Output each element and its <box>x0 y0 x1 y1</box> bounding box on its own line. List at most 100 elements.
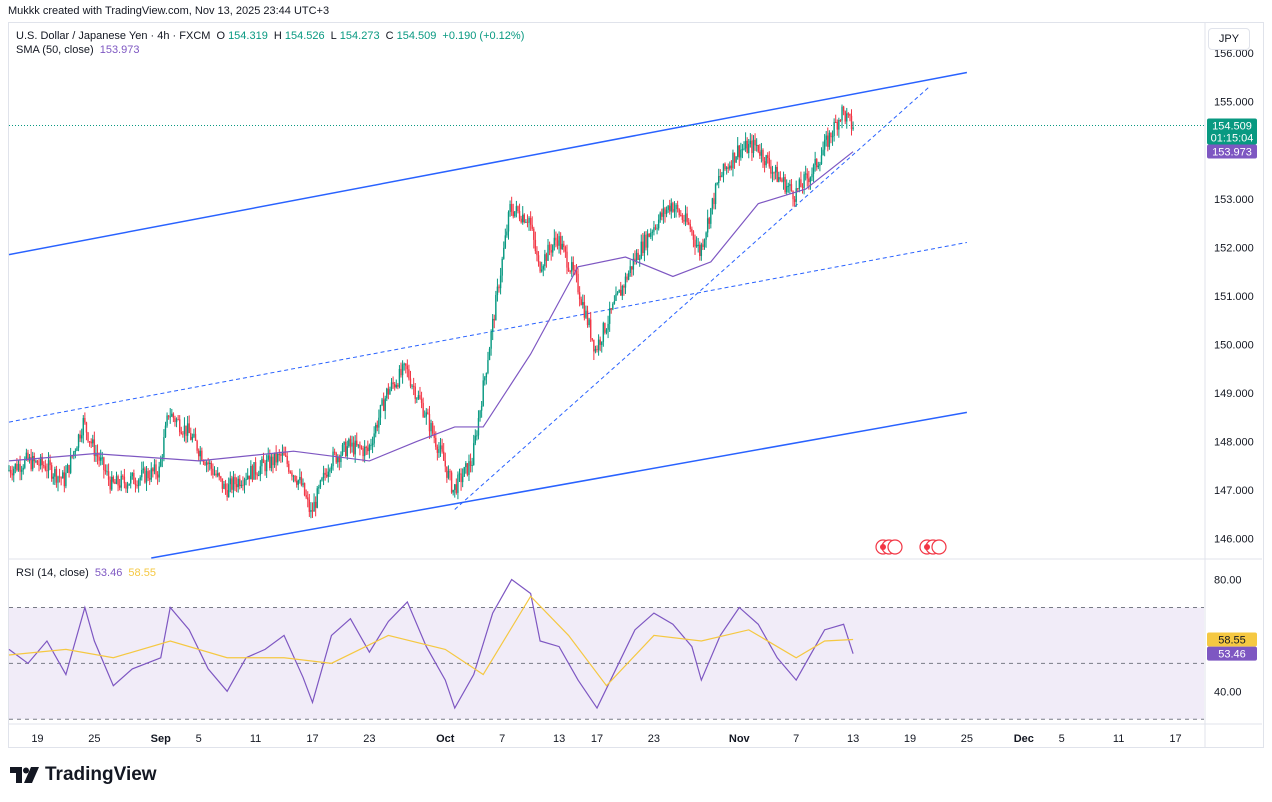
candle-body <box>705 232 707 240</box>
candle-body <box>694 239 696 247</box>
candle-body <box>218 473 220 477</box>
candle-body <box>351 442 353 447</box>
candle-body <box>25 452 28 459</box>
candle-body <box>545 254 548 261</box>
candle-body <box>210 462 213 469</box>
dashed-trendline <box>8 241 967 423</box>
candle-body <box>675 204 677 210</box>
candle-body <box>607 323 609 330</box>
candle-body <box>793 199 796 202</box>
candle-body <box>393 384 396 388</box>
channel-trendline <box>151 411 968 559</box>
candle-body <box>243 479 246 486</box>
candle-body <box>166 415 168 426</box>
candle-body <box>749 140 752 145</box>
candle-body <box>667 205 669 210</box>
candles[interactable] <box>8 104 854 519</box>
candle-body <box>816 158 818 168</box>
us-flag-event-icon[interactable] <box>887 539 903 555</box>
candle-body <box>487 360 489 373</box>
candle-body <box>16 463 18 471</box>
currency-selector[interactable]: JPY <box>1208 28 1250 50</box>
chart-credit: Mukkk created with TradingView.com, Nov … <box>8 5 330 17</box>
candle-body <box>74 450 77 452</box>
trendlines[interactable] <box>8 71 1204 559</box>
time-tick-label: Nov <box>729 733 751 745</box>
candle-body <box>141 469 143 478</box>
candle-body <box>499 275 502 289</box>
candle-body <box>687 222 690 225</box>
rsi-legend[interactable]: RSI (14, close) 53.46 58.55 <box>16 567 159 579</box>
candle-body <box>44 466 47 471</box>
candle-body <box>349 439 352 447</box>
candle-body <box>237 478 239 488</box>
candle-body <box>735 156 737 163</box>
candle-body <box>216 473 219 476</box>
candle-body <box>79 434 81 439</box>
candle-body <box>637 252 639 260</box>
candle-body <box>763 161 766 166</box>
candle-body <box>850 115 853 130</box>
candle-body <box>695 244 698 247</box>
candle-body <box>167 415 170 417</box>
candle-body <box>115 476 118 484</box>
open-label: O <box>216 30 226 42</box>
candle-body <box>419 395 421 400</box>
candle-body <box>740 149 742 158</box>
candle-body <box>133 472 135 484</box>
chart-frame <box>8 22 1264 748</box>
candle-body <box>806 173 808 179</box>
candle-body <box>54 469 56 477</box>
candle-body <box>376 424 379 428</box>
candle-body <box>251 465 254 480</box>
candle-body <box>469 461 472 466</box>
candle-body <box>417 395 420 399</box>
candle-body <box>280 454 282 456</box>
candle-body <box>93 439 96 457</box>
tradingview-logo[interactable]: TradingView <box>10 764 157 786</box>
sma-legend[interactable]: SMA (50, close) 153.973 <box>16 44 142 56</box>
time-tick-label: 17 <box>306 733 318 745</box>
candle-body <box>27 452 29 461</box>
jp-flag-event-icon[interactable] <box>931 539 947 555</box>
candle-body <box>188 423 190 434</box>
candle-body <box>365 446 367 448</box>
candle-body <box>564 247 567 252</box>
candle-body <box>398 368 401 387</box>
candle-body <box>433 433 435 438</box>
candle-body <box>330 466 333 470</box>
candle-body <box>248 475 250 480</box>
candle-body <box>223 483 225 489</box>
candle-body <box>732 152 734 169</box>
candle-body <box>158 466 160 478</box>
symbol-legend[interactable]: U.S. Dollar / Japanese Yen · 4h · FXCM O… <box>16 30 527 42</box>
dashed-trendline <box>454 86 930 510</box>
candle-body <box>329 469 331 472</box>
candle-body <box>748 144 750 154</box>
candle-body <box>125 483 127 489</box>
event-icons[interactable] <box>875 539 947 555</box>
candle-body <box>790 184 793 191</box>
price-tick-label: 148.000 <box>1214 436 1254 448</box>
candle-body <box>224 483 227 491</box>
candle-body <box>539 262 541 272</box>
candle-body <box>73 451 75 457</box>
candle-body <box>442 451 445 461</box>
close-label: C <box>385 30 394 42</box>
candle-body <box>596 348 598 350</box>
candle-body <box>327 471 329 477</box>
candle-body <box>781 179 783 182</box>
candle-body <box>523 214 526 223</box>
time-tick-label: 5 <box>1059 733 1065 745</box>
candle-body <box>651 231 654 233</box>
candle-body <box>273 452 276 466</box>
candle-body <box>84 418 86 423</box>
candle-body <box>760 149 763 156</box>
time-tick-label: 17 <box>591 733 603 745</box>
last-price-badge-text: 01:15:04 <box>1211 133 1254 145</box>
candle-body <box>289 471 292 473</box>
candle-body <box>718 176 720 184</box>
candle-body <box>382 399 385 411</box>
